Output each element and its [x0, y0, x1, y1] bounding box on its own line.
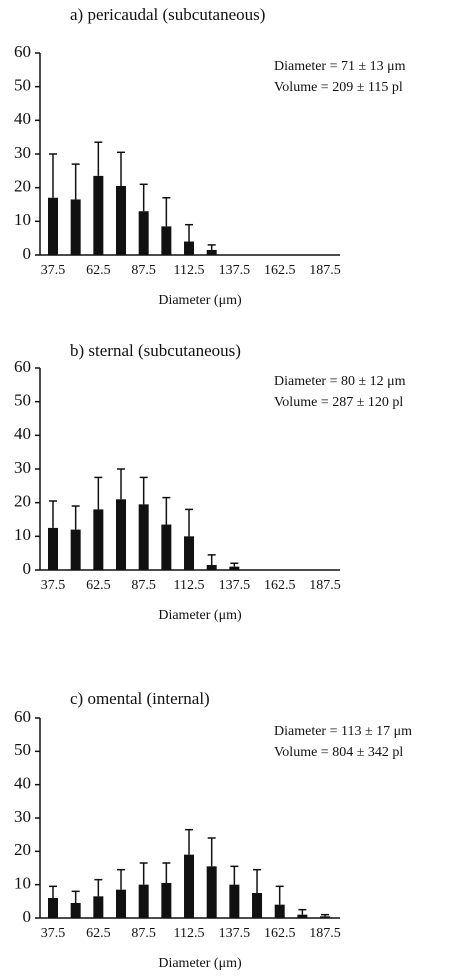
x-axis-label: Diameter (μm): [158, 608, 242, 623]
x-tick-label: 137.5: [219, 578, 251, 593]
bar: [93, 175, 104, 255]
y-tick-label: 20: [14, 840, 31, 859]
y-tick-label: 30: [14, 807, 31, 826]
x-tick-label: 62.5: [86, 263, 111, 278]
annotation: Diameter = 113 ± 17 μm: [274, 724, 412, 739]
bar: [184, 854, 195, 918]
bar: [229, 566, 240, 570]
bar: [93, 896, 104, 918]
x-tick-label: 37.5: [41, 926, 66, 941]
y-tick-label: 30: [14, 143, 31, 162]
x-tick-label: 187.5: [309, 578, 341, 593]
x-tick-label: 37.5: [41, 578, 66, 593]
y-tick-label: 50: [14, 391, 31, 410]
bar: [48, 898, 58, 918]
y-tick-label: 60: [14, 42, 31, 61]
x-axis-label: Diameter (μm): [158, 956, 242, 971]
bar: [70, 199, 81, 255]
y-tick-label: 40: [14, 774, 31, 793]
bar: [297, 914, 308, 918]
bar: [70, 529, 81, 570]
x-tick-label: 187.5: [309, 926, 341, 941]
y-tick-label: 30: [14, 458, 31, 477]
bar: [116, 889, 127, 918]
x-tick-label: 137.5: [219, 263, 251, 278]
x-tick-label: 187.5: [309, 263, 341, 278]
bar: [206, 866, 217, 918]
x-tick-label: 112.5: [174, 578, 205, 593]
y-tick-label: 40: [14, 109, 31, 128]
annotation: Diameter = 71 ± 13 μm: [274, 59, 406, 74]
annotation: Diameter = 80 ± 12 μm: [274, 374, 406, 389]
bar: [184, 241, 195, 255]
x-tick-label: 162.5: [264, 926, 296, 941]
chart-title: b) sternal (subcutaneous): [70, 341, 241, 360]
bar: [93, 509, 104, 570]
bar: [161, 226, 172, 255]
bar: [161, 524, 172, 570]
y-tick-label: 40: [14, 424, 31, 443]
y-tick-label: 20: [14, 177, 31, 196]
bar: [116, 185, 127, 255]
x-tick-label: 112.5: [174, 926, 205, 941]
bar: [138, 884, 149, 918]
x-tick-label: 112.5: [174, 263, 205, 278]
y-tick-label: 60: [14, 707, 31, 726]
bar: [229, 884, 240, 918]
bar: [48, 527, 58, 570]
y-tick-label: 50: [14, 740, 31, 759]
bar: [161, 883, 172, 918]
x-tick-label: 62.5: [86, 926, 111, 941]
bar: [320, 916, 331, 918]
bar: [70, 903, 81, 918]
x-tick-label: 162.5: [264, 578, 296, 593]
annotation: Volume = 804 ± 342 pl: [274, 745, 403, 760]
bar: [138, 211, 149, 255]
x-axis-label: Diameter (μm): [158, 293, 242, 308]
y-tick-label: 50: [14, 76, 31, 95]
x-tick-label: 37.5: [41, 263, 66, 278]
bar: [138, 504, 149, 570]
y-tick-label: 0: [23, 244, 32, 263]
x-tick-label: 87.5: [131, 926, 156, 941]
y-tick-label: 20: [14, 492, 31, 511]
bar: [184, 536, 195, 570]
bar: [274, 904, 285, 918]
annotation: Volume = 287 ± 120 pl: [274, 395, 403, 410]
chart-title: a) pericaudal (subcutaneous): [70, 5, 265, 24]
bar: [252, 893, 263, 918]
bar: [206, 249, 217, 255]
x-tick-label: 87.5: [131, 578, 156, 593]
x-tick-label: 137.5: [219, 926, 251, 941]
bar: [116, 499, 127, 570]
y-tick-label: 0: [23, 559, 32, 578]
bar: [48, 197, 58, 255]
x-tick-label: 162.5: [264, 263, 296, 278]
y-tick-label: 60: [14, 357, 31, 376]
y-tick-label: 10: [14, 210, 31, 229]
y-tick-label: 10: [14, 874, 31, 893]
y-tick-label: 0: [23, 907, 32, 926]
y-tick-label: 10: [14, 525, 31, 544]
x-tick-label: 62.5: [86, 578, 111, 593]
bar: [206, 564, 217, 570]
x-tick-label: 87.5: [131, 263, 156, 278]
annotation: Volume = 209 ± 115 pl: [274, 80, 403, 95]
chart-title: c) omental (internal): [70, 689, 210, 708]
